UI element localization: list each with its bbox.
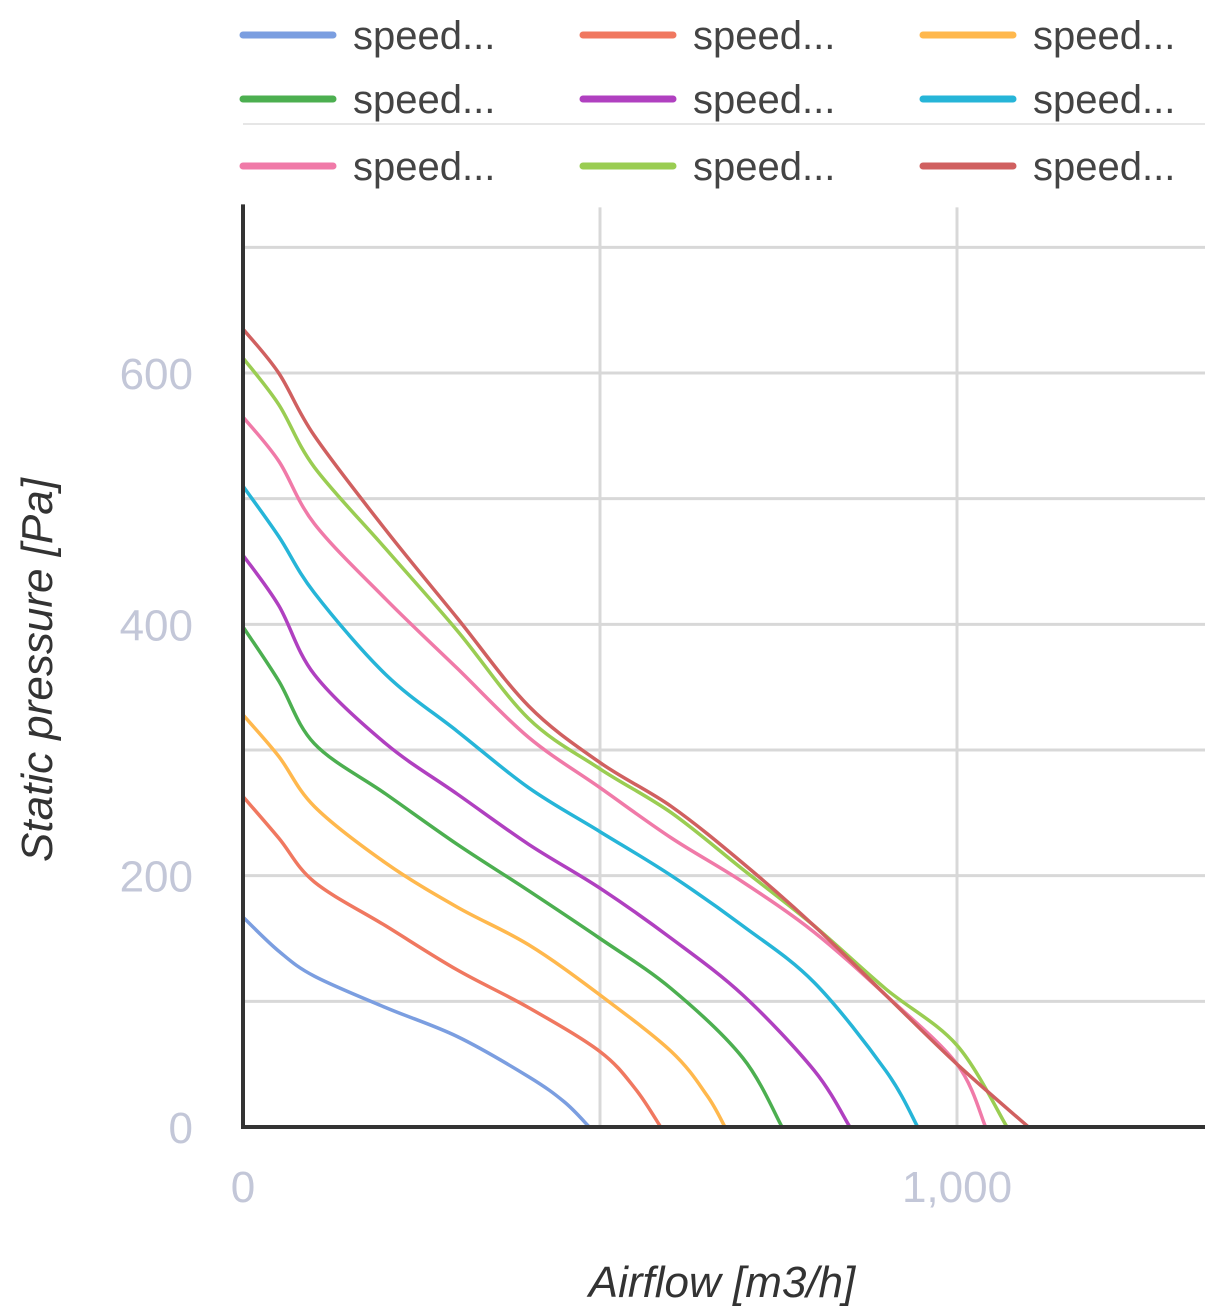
x-tick-label: 1,000 bbox=[902, 1163, 1012, 1212]
y-axis-title: Static pressure [Pa] bbox=[13, 476, 62, 862]
x-axis-title: Airflow [m3/h] bbox=[586, 1258, 857, 1307]
legend-item[interactable]: speed... bbox=[239, 78, 495, 122]
legend-label: speed... bbox=[693, 78, 835, 122]
tick-labels: 0 200 400 600 0 1,000 bbox=[120, 350, 1012, 1212]
y-tick-label: 400 bbox=[120, 601, 193, 650]
legend-item[interactable]: speed... bbox=[579, 78, 835, 122]
legend-label: speed... bbox=[353, 78, 495, 122]
legend-label: speed... bbox=[1033, 78, 1175, 122]
legend-label: speed... bbox=[693, 14, 835, 58]
series-lines bbox=[241, 327, 1031, 1129]
y-tick-label: 0 bbox=[169, 1104, 193, 1153]
y-tick-label: 200 bbox=[120, 853, 193, 902]
series-line-9 bbox=[241, 327, 1031, 1129]
legend-label: speed... bbox=[1033, 14, 1175, 58]
y-tick-label: 600 bbox=[120, 350, 193, 399]
legend-label: speed... bbox=[1033, 145, 1175, 189]
series-line-3 bbox=[241, 713, 727, 1129]
series-line-6 bbox=[241, 484, 920, 1129]
series-line-1 bbox=[241, 915, 592, 1129]
legend-item[interactable]: speed... bbox=[239, 145, 495, 189]
x-tick-label: 0 bbox=[231, 1163, 255, 1212]
gridlines bbox=[243, 207, 1205, 1127]
axes bbox=[241, 204, 1205, 1129]
series-line-5 bbox=[241, 553, 852, 1129]
legend-item[interactable]: speed... bbox=[579, 145, 835, 189]
series-line-8 bbox=[241, 356, 1009, 1129]
legend-item[interactable]: speed... bbox=[919, 14, 1175, 58]
legend-label: speed... bbox=[693, 145, 835, 189]
legend-item[interactable]: speed... bbox=[579, 14, 835, 58]
series-line-4 bbox=[241, 625, 784, 1129]
legend-item[interactable]: speed... bbox=[919, 145, 1175, 189]
legend: speed... speed... speed... speed... speed...… bbox=[239, 14, 1205, 189]
series-line-2 bbox=[241, 794, 663, 1129]
legend-item[interactable]: speed... bbox=[239, 14, 495, 58]
legend-label: speed... bbox=[353, 145, 495, 189]
legend-item[interactable]: speed... bbox=[919, 78, 1175, 122]
legend-label: speed... bbox=[353, 14, 495, 58]
